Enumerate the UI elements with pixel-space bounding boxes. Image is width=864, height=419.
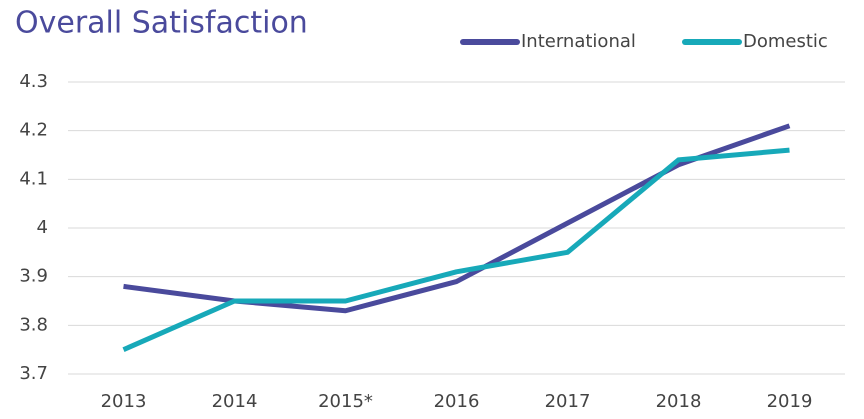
y-tick-label: 4.3 — [19, 71, 48, 92]
x-tick-label: 2015* — [318, 391, 373, 412]
line-series — [122, 147, 790, 352]
y-tick-label: 4 — [37, 217, 48, 238]
y-tick-label: 4.1 — [19, 168, 48, 189]
y-tick-label: 3.7 — [19, 363, 48, 384]
chart-title: Overall Satisfaction — [15, 6, 308, 41]
x-tick-label: 2016 — [434, 391, 480, 412]
x-tick-label: 2017 — [545, 391, 591, 412]
x-tick-label: 2018 — [656, 391, 702, 412]
x-tick-label: 2019 — [767, 391, 813, 412]
line-series — [123, 123, 791, 314]
y-tick-label: 3.8 — [19, 314, 48, 335]
y-tick-label: 3.9 — [19, 266, 48, 287]
legend-label: Domestic — [743, 31, 828, 52]
legend-label: International — [521, 31, 636, 52]
y-tick-label: 4.2 — [19, 120, 48, 141]
x-tick-label: 2014 — [212, 391, 258, 412]
x-tick-label: 2013 — [101, 391, 147, 412]
